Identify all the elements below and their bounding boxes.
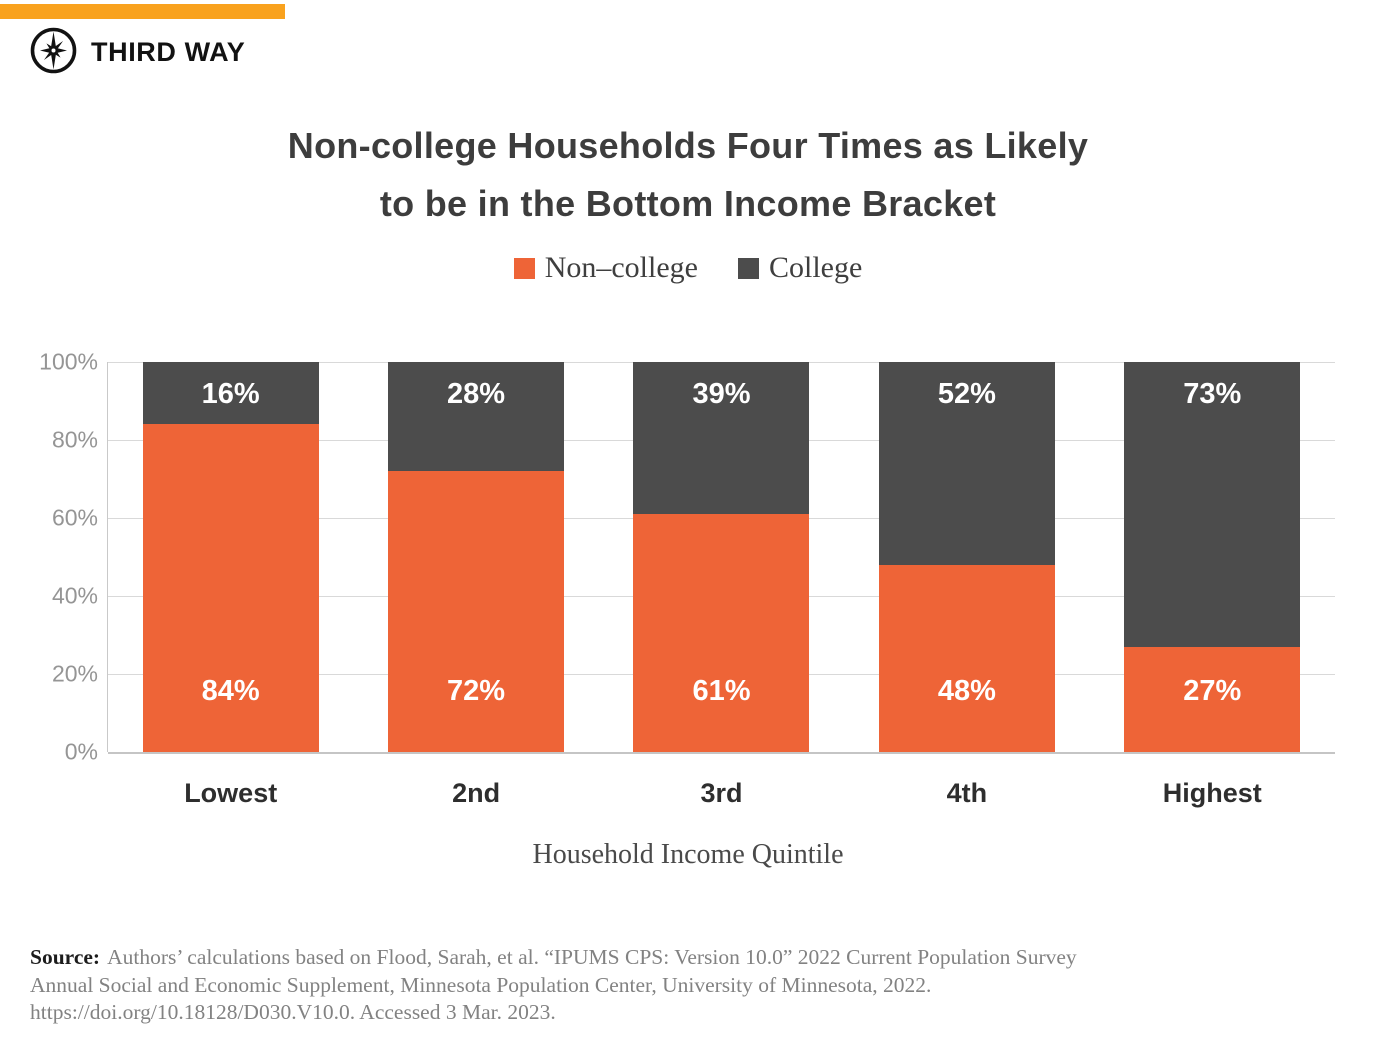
bar-segment-noncollege <box>1124 646 1301 752</box>
bar-segment-college <box>1124 362 1301 647</box>
bar-label-noncollege: 61% <box>692 675 751 707</box>
bar-stack: 16% 84% <box>142 362 319 752</box>
bar-segment-college <box>142 362 319 425</box>
brand-accent-bar <box>0 4 285 19</box>
y-tick-label: 100% <box>39 348 98 375</box>
bar-label-college: 16% <box>201 378 260 410</box>
legend-item-college: College <box>737 251 863 285</box>
bar-segment-noncollege <box>142 424 319 752</box>
legend-item-noncollege: Non–college <box>513 251 698 285</box>
noncollege-swatch-icon <box>513 257 535 279</box>
x-category-label: 3rd <box>700 778 743 808</box>
bar-label-noncollege: 72% <box>447 675 506 707</box>
bar-segment-college <box>878 362 1055 565</box>
plot-area: 0% 20% 40% 60% 80% 100% 16% 84% Lowest 28% 72% 2nd 3… <box>39 349 1335 808</box>
college-swatch-icon <box>737 257 759 279</box>
y-tick-label: 20% <box>51 660 98 687</box>
source-line-3: https://doi.org/10.18128/D030.V10.0. Acc… <box>30 1000 556 1024</box>
source-line-2: Annual Social and Economic Supplement, M… <box>30 972 932 997</box>
bar-label-noncollege: 48% <box>937 675 996 707</box>
gridline <box>108 752 1335 754</box>
x-category-label: 2nd <box>452 778 501 808</box>
bar-stack: 73% 27% <box>1124 362 1301 752</box>
bar-label-noncollege: 27% <box>1183 675 1242 707</box>
x-category-label: 4th <box>946 778 988 808</box>
bar-column: 28% 72% 2nd <box>353 362 598 808</box>
bar-stack: 28% 72% <box>388 362 565 752</box>
bar-column: 16% 84% Lowest <box>108 362 353 808</box>
chart-title-line-2: to be in the Bottom Income Bracket <box>379 183 997 224</box>
source-label: Source: <box>30 945 101 969</box>
bar-stack: 52% 48% <box>878 362 1055 752</box>
bar-segment-noncollege <box>878 564 1055 752</box>
third-way-compass-icon <box>29 26 78 75</box>
bar-column: 39% 61% 3rd <box>599 362 844 808</box>
y-tick-label: 0% <box>64 738 98 765</box>
source-line-1-text: Authors’ calculations based on Flood, Sa… <box>107 945 1077 969</box>
brand-name: THIRD WAY <box>91 37 246 67</box>
bar-segment-college <box>388 362 565 472</box>
legend: Non–college College <box>0 251 1376 285</box>
source-line-1: Source: Authors’ calculations based on Fl… <box>30 944 1356 972</box>
source-note: Source: Authors’ calculations based on Fl… <box>30 944 1356 1027</box>
y-tick-label: 80% <box>51 426 98 453</box>
x-axis-title: Household Income Quintile <box>532 839 844 870</box>
bar-column: 73% 27% Highest <box>1090 362 1335 808</box>
bar-label-college: 52% <box>937 378 996 410</box>
legend-label-college: College <box>768 251 863 284</box>
bar-label-college: 39% <box>692 378 751 410</box>
y-tick-label: 60% <box>51 504 98 531</box>
legend-label-noncollege: Non–college <box>544 251 698 284</box>
chart-title-line-1: Non-college Households Four Times as Lik… <box>287 125 1089 166</box>
x-category-label: Lowest <box>184 778 278 808</box>
bar-segment-noncollege <box>633 514 810 752</box>
bar-label-college: 28% <box>447 378 506 410</box>
bar-segment-noncollege <box>388 471 565 752</box>
bar-segment-college <box>633 362 810 515</box>
y-tick-label: 40% <box>51 582 98 609</box>
bar-stack: 39% 61% <box>633 362 810 752</box>
x-category-label: Highest <box>1162 778 1262 808</box>
bar-label-college: 73% <box>1183 378 1242 410</box>
bar-label-noncollege: 84% <box>201 675 260 707</box>
bar-column: 52% 48% 4th <box>844 362 1089 808</box>
chart-title: Non-college Households Four Times as Lik… <box>0 117 1376 233</box>
